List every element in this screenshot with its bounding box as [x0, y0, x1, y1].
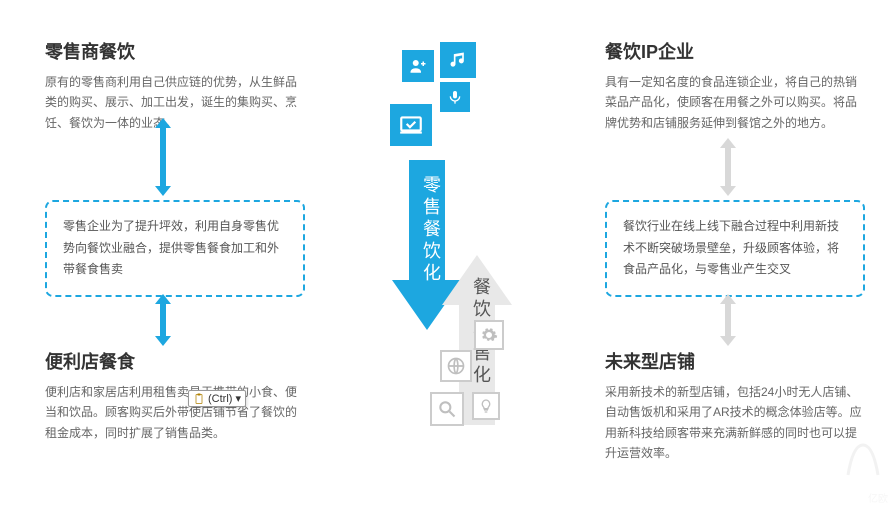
callout-right: 餐饮行业在线上线下融合过程中利用新技术不断突破场景壁垒，升级顾客体验，将食品产品… — [605, 200, 865, 297]
music-icon — [440, 42, 476, 78]
title-top-left: 零售商餐饮 — [45, 38, 305, 64]
bi-arrow-left-top — [155, 118, 165, 196]
paste-options-text: (Ctrl) ▾ — [208, 392, 241, 405]
section-bottom-left: 便利店餐食 便利店和家居店利用租售卖易于携带的小食、便当和饮品。顾客购买后外带使… — [45, 348, 305, 443]
section-bottom-right: 未来型店铺 采用新技术的新型店铺，包括24小时无人店铺、自动售饭机和采用了AR技… — [605, 348, 865, 464]
arrow-down-label: 零售餐饮化 — [418, 175, 444, 285]
bi-arrow-left-bottom — [155, 294, 165, 346]
title-bottom-right: 未来型店铺 — [605, 348, 865, 374]
search-icon — [430, 392, 464, 426]
bulb-icon — [472, 392, 500, 420]
bi-arrow-right-top — [720, 138, 730, 196]
paste-options-badge[interactable]: (Ctrl) ▾ — [188, 390, 246, 407]
section-top-right: 餐饮IP企业 具有一定知名度的食品连锁企业，将自己的热销菜品产品化，使顾客在用餐… — [605, 38, 865, 133]
title-bottom-left: 便利店餐食 — [45, 348, 305, 374]
globe-icon — [440, 350, 472, 382]
watermark: 亿欧 — [838, 435, 888, 505]
paste-icon — [193, 393, 205, 405]
desc-top-right: 具有一定知名度的食品连锁企业，将自己的热销菜品产品化，使顾客在用餐之外可以购买。… — [605, 72, 865, 133]
title-top-right: 餐饮IP企业 — [605, 38, 865, 64]
user-plus-icon — [402, 50, 434, 82]
gear-icon — [474, 320, 504, 350]
mic-icon — [440, 82, 470, 112]
desc-bottom-left: 便利店和家居店利用租售卖易于携带的小食、便当和饮品。顾客购买后外带使店铺节省了餐… — [45, 382, 305, 443]
desc-top-left: 原有的零售商利用自己供应链的优势，从生鲜品类的购买、展示、加工出发，诞生的集购买… — [45, 72, 305, 133]
center-column: 零售餐饮化 餐饮零售化 — [380, 40, 520, 470]
laptop-check-icon — [390, 104, 432, 146]
bi-arrow-right-bottom — [720, 294, 730, 346]
callout-left: 零售企业为了提升坪效，利用自身零售优势向餐饮业融合，提供零售餐食加工和外带餐食售… — [45, 200, 305, 297]
desc-bottom-right: 采用新技术的新型店铺，包括24小时无人店铺、自动售饭机和采用了AR技术的概念体验… — [605, 382, 865, 464]
section-top-left: 零售商餐饮 原有的零售商利用自己供应链的优势，从生鲜品类的购买、展示、加工出发，… — [45, 38, 305, 133]
